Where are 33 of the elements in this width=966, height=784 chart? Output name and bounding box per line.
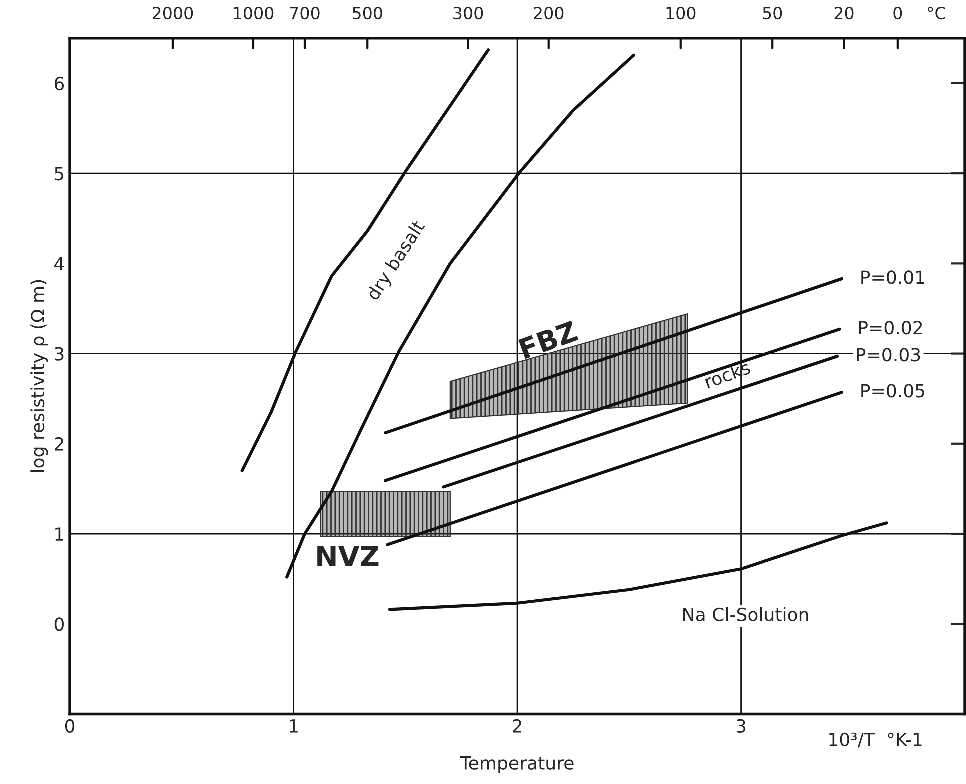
annotation: Na Cl-Solution <box>684 607 808 622</box>
y-tick-label: 1 <box>56 528 64 541</box>
text: 200 <box>534 6 564 20</box>
text: °C <box>928 6 946 20</box>
text: 1000 <box>234 6 274 20</box>
y-tick-label: 0 <box>54 618 64 632</box>
y-tick-label: 3 <box>55 347 64 361</box>
series-label: P=0.03 <box>857 348 920 362</box>
y-tick-label: 5 <box>55 167 64 181</box>
text: 2000 <box>152 6 194 20</box>
x-tick-label: 1 <box>290 720 298 733</box>
x-tick-label: 3 <box>736 719 746 734</box>
y-axis-title: log resistivity ρ (Ω m) <box>30 280 48 472</box>
y-tick-label: 2 <box>55 437 64 451</box>
y-tick-label: 4 <box>54 257 64 271</box>
text: 700 <box>290 6 320 20</box>
annotation: rocks <box>704 360 752 389</box>
series-label: P=0.02 <box>859 321 922 335</box>
text: 0 <box>894 6 902 20</box>
annotation: NVZ <box>318 546 379 566</box>
text: 500 <box>353 6 382 20</box>
x-axis-title: Temperature <box>460 756 574 774</box>
series-label: P=0.01 <box>862 270 924 284</box>
text: 50 <box>763 6 782 20</box>
y-tick-label: 6 <box>54 76 64 91</box>
text: 10³/T °K-1 <box>830 732 922 748</box>
x-tick-label: 0 <box>65 719 75 734</box>
annotation: FBZ <box>518 320 579 360</box>
series-label: P=0.05 <box>862 384 925 398</box>
text: 300 <box>454 6 484 20</box>
text: 20 <box>834 6 854 20</box>
x-tick-label: 2 <box>513 719 522 733</box>
text: 100 <box>666 6 696 20</box>
